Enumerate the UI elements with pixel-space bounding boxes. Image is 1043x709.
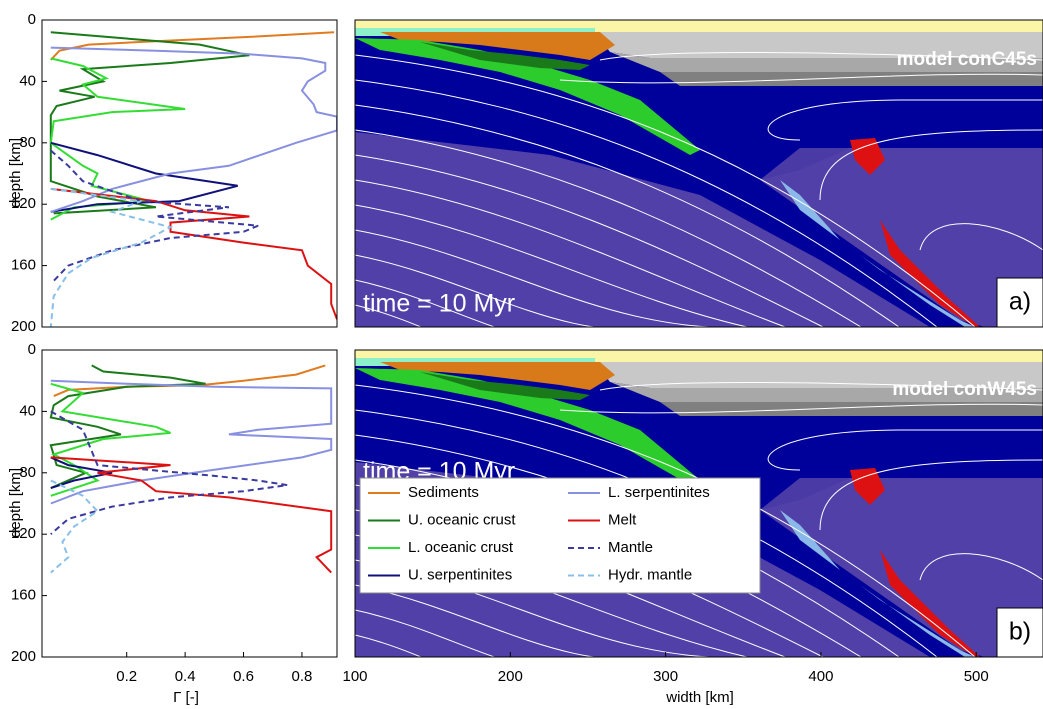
panel-label-box (996, 277, 1043, 328)
streamline (355, 154, 824, 327)
profile-line (50, 456, 113, 490)
streamline (355, 584, 671, 657)
time-annotation: time = 10 Myr (363, 290, 515, 318)
y-tick-label: 40 (19, 72, 36, 89)
x-axis-label: width [km] (665, 689, 734, 706)
streamline (355, 384, 976, 657)
legend-label: L. serpentinites (608, 484, 710, 501)
profile-line (50, 187, 337, 320)
streamline (355, 79, 938, 327)
y-axis-label: depth [km] (7, 468, 24, 538)
x-tick-label: 0.6 (233, 668, 254, 685)
y-tick-label: 0 (28, 11, 36, 28)
legend-label: Sediments (408, 484, 479, 501)
y-tick-label: 0 (28, 341, 36, 358)
profile-line (50, 456, 333, 574)
y-tick-label: 200 (11, 318, 36, 335)
y-tick-label: 40 (19, 402, 36, 419)
plot-frame (354, 349, 1043, 658)
y-tick-label: 120 (11, 195, 36, 212)
panel-label: b) (1009, 618, 1031, 646)
profile-line (50, 31, 335, 61)
profile-lines (49, 31, 337, 327)
x-axis-label: Γ [-] (173, 689, 199, 706)
profile-line (49, 31, 250, 215)
y-tick-label: 120 (11, 525, 36, 542)
legend-label: Mantle (608, 539, 653, 556)
model-panel (355, 20, 1043, 327)
x-tick-label: 400 (808, 668, 833, 685)
profile-line (50, 410, 288, 535)
y-tick-label: 200 (11, 648, 36, 665)
legend-label: L. oceanic crust (408, 539, 514, 556)
x-tick-label: 300 (653, 668, 678, 685)
y-tick-label: 160 (11, 587, 36, 604)
profile-line (49, 57, 186, 221)
y-tick-label: 80 (19, 134, 36, 151)
profile-line (49, 187, 174, 327)
legend-label: U. serpentinites (408, 566, 512, 583)
profile-line (50, 479, 100, 574)
streamline (355, 179, 786, 327)
profile-line (50, 379, 333, 505)
profile-line (50, 149, 259, 282)
model-title: model conC45s (897, 49, 1037, 70)
profile-lines (49, 364, 333, 574)
streamline (355, 304, 595, 327)
streamline (355, 104, 900, 327)
x-tick-label: 0.8 (292, 668, 313, 685)
streamline (355, 254, 671, 327)
y-tick-label: 160 (11, 257, 36, 274)
profile-line (50, 46, 337, 213)
legend: Sediments U. oceanic crust L. oceanic crus… (359, 477, 761, 594)
y-axis-label: depth [km] (7, 138, 24, 208)
legend-label: U. oceanic crust (408, 511, 516, 528)
streamline (355, 229, 710, 327)
streamline (355, 279, 633, 327)
x-tick-label: 0.4 (175, 668, 196, 685)
panel-label: a) (1009, 288, 1031, 316)
streamline (355, 204, 748, 327)
plot-frame (41, 349, 338, 658)
streamline (355, 54, 976, 327)
model-title: model conW45s (892, 379, 1037, 400)
plot-frame (354, 19, 1043, 328)
y-tick-label: 80 (19, 464, 36, 481)
panel-label-box (996, 607, 1043, 658)
legend-label: Hydr. mantle (608, 566, 692, 583)
streamline (355, 129, 862, 327)
streamline (355, 634, 595, 657)
x-tick-label: 200 (498, 668, 523, 685)
x-tick-label: 0.2 (116, 668, 137, 685)
profile-line (50, 382, 171, 497)
x-tick-label: 100 (342, 668, 367, 685)
streamline (355, 609, 633, 657)
legend-label: Melt (608, 511, 637, 528)
legend-box (359, 477, 761, 594)
plot-frame (41, 19, 338, 328)
x-tick-label: 500 (964, 668, 989, 685)
profile-line (50, 141, 238, 213)
model-image (355, 20, 1043, 327)
